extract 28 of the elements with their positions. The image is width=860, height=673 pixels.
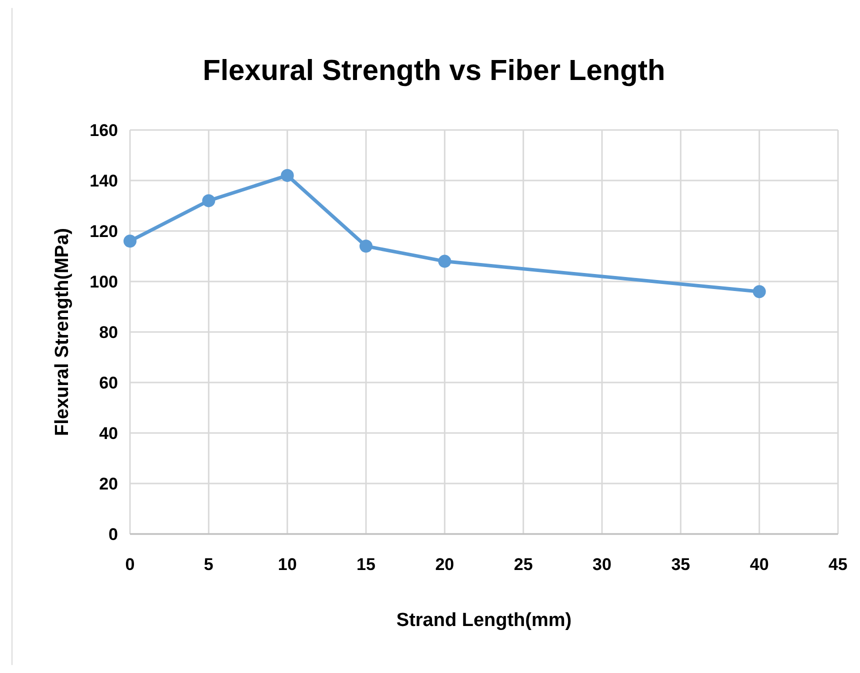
- point: [280, 168, 294, 182]
- x-tick-label: 25: [514, 555, 533, 574]
- x-tick-label: 0: [125, 555, 135, 574]
- y-tick-label: 40: [99, 424, 118, 443]
- y-tick-label: 80: [99, 322, 118, 342]
- x-tick-label: 15: [356, 555, 376, 574]
- y-tick-label: 140: [90, 171, 118, 190]
- x-tick-label: 30: [592, 555, 612, 574]
- point: [438, 254, 452, 268]
- y-tick-label: 20: [99, 474, 118, 494]
- y-axis-title: Flexural Strength(MPa): [52, 228, 73, 436]
- y-tick-label: 120: [90, 222, 118, 241]
- chart-title: Flexural Strength vs Fiber Length: [202, 55, 666, 87]
- x-tick-label: 10: [278, 555, 297, 574]
- x-tick-label: 35: [671, 555, 690, 574]
- x-tick-label: 40: [750, 555, 769, 574]
- point: [202, 194, 216, 208]
- y-tick-label: 0: [108, 524, 118, 544]
- x-axis-title: Strand Length(mm): [396, 610, 572, 631]
- x-tick-label: 45: [828, 555, 848, 574]
- point: [124, 234, 136, 248]
- x-tick-label: 5: [204, 555, 214, 574]
- y-tick-label: 100: [90, 272, 118, 292]
- y-tick-label: 60: [99, 373, 118, 392]
- y-tick-label: 160: [90, 120, 118, 140]
- x-tick-label: 20: [435, 555, 454, 574]
- point: [360, 240, 372, 253]
- point: [752, 285, 766, 298]
